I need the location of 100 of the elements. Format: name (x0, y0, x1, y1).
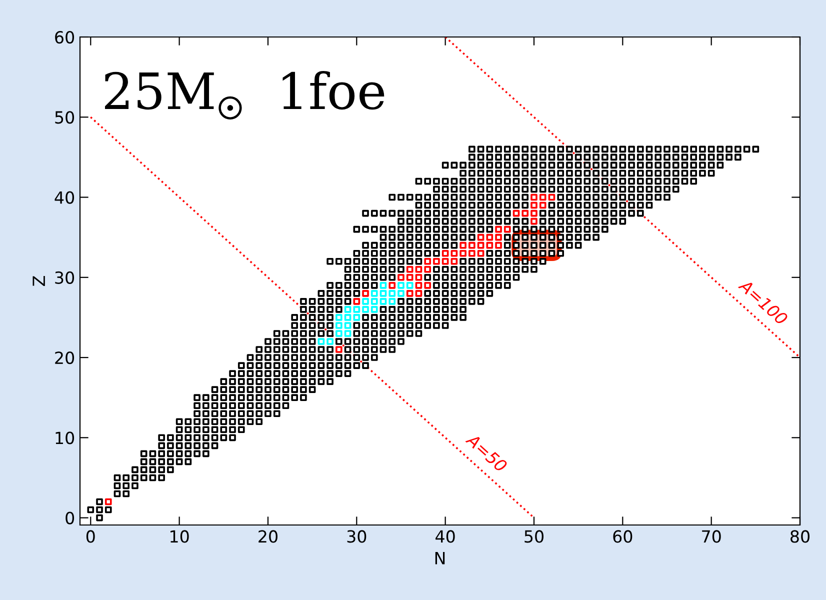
point (495, 194, 502, 201)
point (291, 346, 298, 353)
point (424, 274, 431, 281)
point (308, 314, 316, 321)
point (398, 306, 404, 313)
point (318, 322, 325, 329)
point (238, 362, 245, 369)
point (167, 466, 174, 474)
point (398, 298, 404, 305)
point (619, 210, 626, 217)
point (486, 202, 494, 209)
point (646, 178, 653, 185)
point (450, 226, 458, 233)
point (273, 410, 280, 418)
point (477, 210, 484, 217)
point (370, 242, 378, 249)
point (566, 194, 573, 201)
point (664, 186, 670, 193)
point (654, 194, 662, 201)
point (584, 218, 591, 225)
point (308, 354, 316, 361)
y-tick-label: 60 (55, 30, 74, 44)
point (388, 226, 396, 233)
point (566, 226, 573, 233)
point (636, 186, 644, 193)
point (468, 146, 476, 153)
point (388, 250, 396, 257)
point (716, 162, 724, 169)
point (344, 370, 352, 377)
point (504, 266, 511, 273)
point (176, 434, 183, 442)
point (460, 266, 466, 273)
point (566, 178, 573, 185)
point (486, 154, 494, 161)
point (602, 178, 608, 185)
point (282, 370, 290, 377)
point (566, 234, 573, 241)
point (602, 194, 608, 201)
point (184, 458, 192, 466)
point (477, 290, 484, 297)
point (592, 210, 600, 217)
x-tick-label: 80 (790, 530, 810, 543)
point (619, 146, 626, 153)
point (646, 186, 653, 193)
point (699, 170, 706, 177)
point (460, 282, 466, 289)
point (592, 218, 600, 225)
point (415, 226, 422, 233)
point (602, 210, 608, 217)
point (336, 354, 342, 361)
point (380, 306, 387, 313)
point (557, 154, 564, 161)
point (291, 338, 298, 345)
point (690, 170, 698, 177)
point (211, 442, 218, 450)
point (362, 362, 369, 369)
point (530, 202, 538, 209)
point (654, 178, 662, 185)
point (602, 146, 608, 153)
point (477, 258, 484, 265)
point (256, 410, 263, 418)
point (530, 178, 538, 185)
point (664, 162, 670, 169)
point (344, 314, 352, 321)
point (628, 170, 635, 177)
point (388, 210, 396, 217)
point (380, 250, 387, 257)
point (566, 186, 573, 193)
point (229, 370, 236, 377)
y-tick-label: 50 (55, 111, 74, 124)
point (460, 178, 466, 185)
point (619, 186, 626, 193)
point (468, 258, 476, 265)
point (664, 178, 670, 185)
point (690, 154, 698, 161)
point (477, 274, 484, 281)
point (442, 274, 449, 281)
point (344, 330, 352, 337)
point (486, 226, 494, 233)
point (406, 330, 414, 337)
point (636, 194, 644, 201)
point (548, 186, 556, 193)
point (424, 322, 431, 329)
point (522, 194, 529, 201)
point (229, 386, 236, 393)
point (539, 218, 546, 225)
point (406, 274, 414, 281)
point (486, 258, 494, 265)
point (132, 474, 138, 482)
point (380, 210, 387, 217)
point (619, 154, 626, 161)
point (300, 354, 307, 361)
point (388, 282, 396, 289)
point (211, 418, 218, 426)
point (318, 338, 325, 345)
point (574, 186, 582, 193)
point (336, 306, 342, 313)
point (504, 162, 511, 169)
point (211, 394, 218, 401)
point (362, 274, 369, 281)
